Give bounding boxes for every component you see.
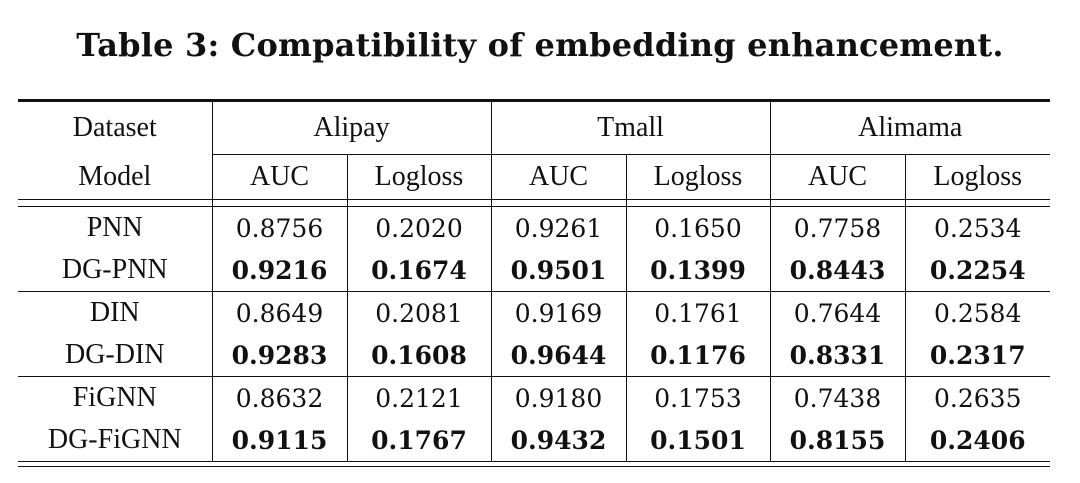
table-cell: 0.9283 (211, 334, 347, 377)
model-header-label: Model (18, 154, 212, 200)
results-table-wrapper: Dataset Alipay Tmall Alimama Model AUC L… (18, 99, 1051, 467)
table-cell: 0.1767 (346, 419, 491, 462)
table-cell: 0.1501 (625, 419, 770, 462)
table-cell: 0.9169 (490, 291, 626, 334)
metric-header-auc: AUC (769, 154, 905, 200)
table-cell: 0.9501 (490, 249, 626, 292)
table-cell: 0.2635 (904, 376, 1051, 419)
table-bottom-rule (18, 466, 1050, 467)
metric-header-logloss: Logloss (625, 154, 770, 200)
dataset-header-label: Dataset (18, 99, 212, 155)
table-caption: Table 3: Compatibility of embedding enha… (76, 26, 1004, 64)
header-double-rule (18, 199, 1051, 207)
table-row: DIN 0.8649 0.2081 0.9169 0.1761 0.7644 0… (18, 291, 1051, 334)
table-cell: 0.9644 (490, 334, 626, 377)
dataset-header-alipay: Alipay (211, 99, 491, 155)
table-row: DG-DIN 0.9283 0.1608 0.9644 0.1176 0.833… (18, 334, 1051, 377)
table-cell: 0.1650 (625, 206, 770, 249)
table-cell: 0.2121 (346, 376, 491, 419)
table-row: DG-FiGNN 0.9115 0.1767 0.9432 0.1501 0.8… (18, 419, 1051, 462)
model-name: PNN (86, 212, 143, 243)
metric-header-logloss: Logloss (346, 154, 491, 200)
model-name: DG-DIN (18, 334, 212, 377)
results-table: Dataset Alipay Tmall Alimama Model AUC L… (18, 99, 1051, 462)
table-row: FiGNN 0.8632 0.2121 0.9180 0.1753 0.7438… (18, 376, 1051, 419)
metric-header-logloss: Logloss (904, 154, 1051, 200)
table-cell: 0.1753 (625, 376, 770, 419)
model-name: DG-PNN (18, 249, 212, 292)
table-cell: 0.1608 (346, 334, 491, 377)
table-cell: 0.2254 (904, 249, 1051, 292)
model-name: DIN (89, 297, 140, 328)
table-cell: 0.2534 (904, 206, 1051, 249)
table-cell: 0.1674 (346, 249, 491, 292)
table-cell: 0.9180 (490, 376, 626, 419)
table-cell: 0.7644 (769, 291, 905, 334)
table-cell: 0.8756 (211, 206, 347, 249)
header-row-metrics: Model AUC Logloss AUC Logloss AUC Loglos… (18, 154, 1051, 200)
table-cell: 0.2081 (346, 291, 491, 334)
table-cell: 0.1761 (625, 291, 770, 334)
metric-header-auc: AUC (490, 154, 626, 200)
table-cell: 0.8155 (769, 419, 905, 462)
table-cell: 0.7438 (769, 376, 905, 419)
table-cell: 0.7758 (769, 206, 905, 249)
table-cell: 0.9261 (490, 206, 626, 249)
table-cell: 0.9216 (211, 249, 347, 292)
table-row: DG-PNN 0.9216 0.1674 0.9501 0.1399 0.844… (18, 249, 1051, 292)
table-cell: 0.9432 (490, 419, 626, 462)
header-row-datasets: Dataset Alipay Tmall Alimama (18, 99, 1051, 155)
dataset-header-alimama: Alimama (769, 99, 1051, 155)
table-cell: 0.8443 (769, 249, 905, 292)
table-cell: 0.2317 (904, 334, 1051, 377)
table-cell: 0.9115 (211, 419, 347, 462)
dataset-header-tmall: Tmall (490, 99, 770, 155)
table-cell: 0.1176 (625, 334, 770, 377)
table-cell: 0.8649 (211, 291, 347, 334)
model-name: FiGNN (72, 382, 157, 413)
table-cell: 0.2020 (346, 206, 491, 249)
table-cell: 0.8632 (211, 376, 347, 419)
metric-header-auc: AUC (211, 154, 347, 200)
table-cell: 0.2584 (904, 291, 1051, 334)
table-cell: 0.2406 (904, 419, 1051, 462)
model-name: DG-FiGNN (18, 419, 212, 462)
table-row: PNN 0.8756 0.2020 0.9261 0.1650 0.7758 0… (18, 206, 1051, 249)
table-cell: 0.8331 (769, 334, 905, 377)
table-cell: 0.1399 (625, 249, 770, 292)
